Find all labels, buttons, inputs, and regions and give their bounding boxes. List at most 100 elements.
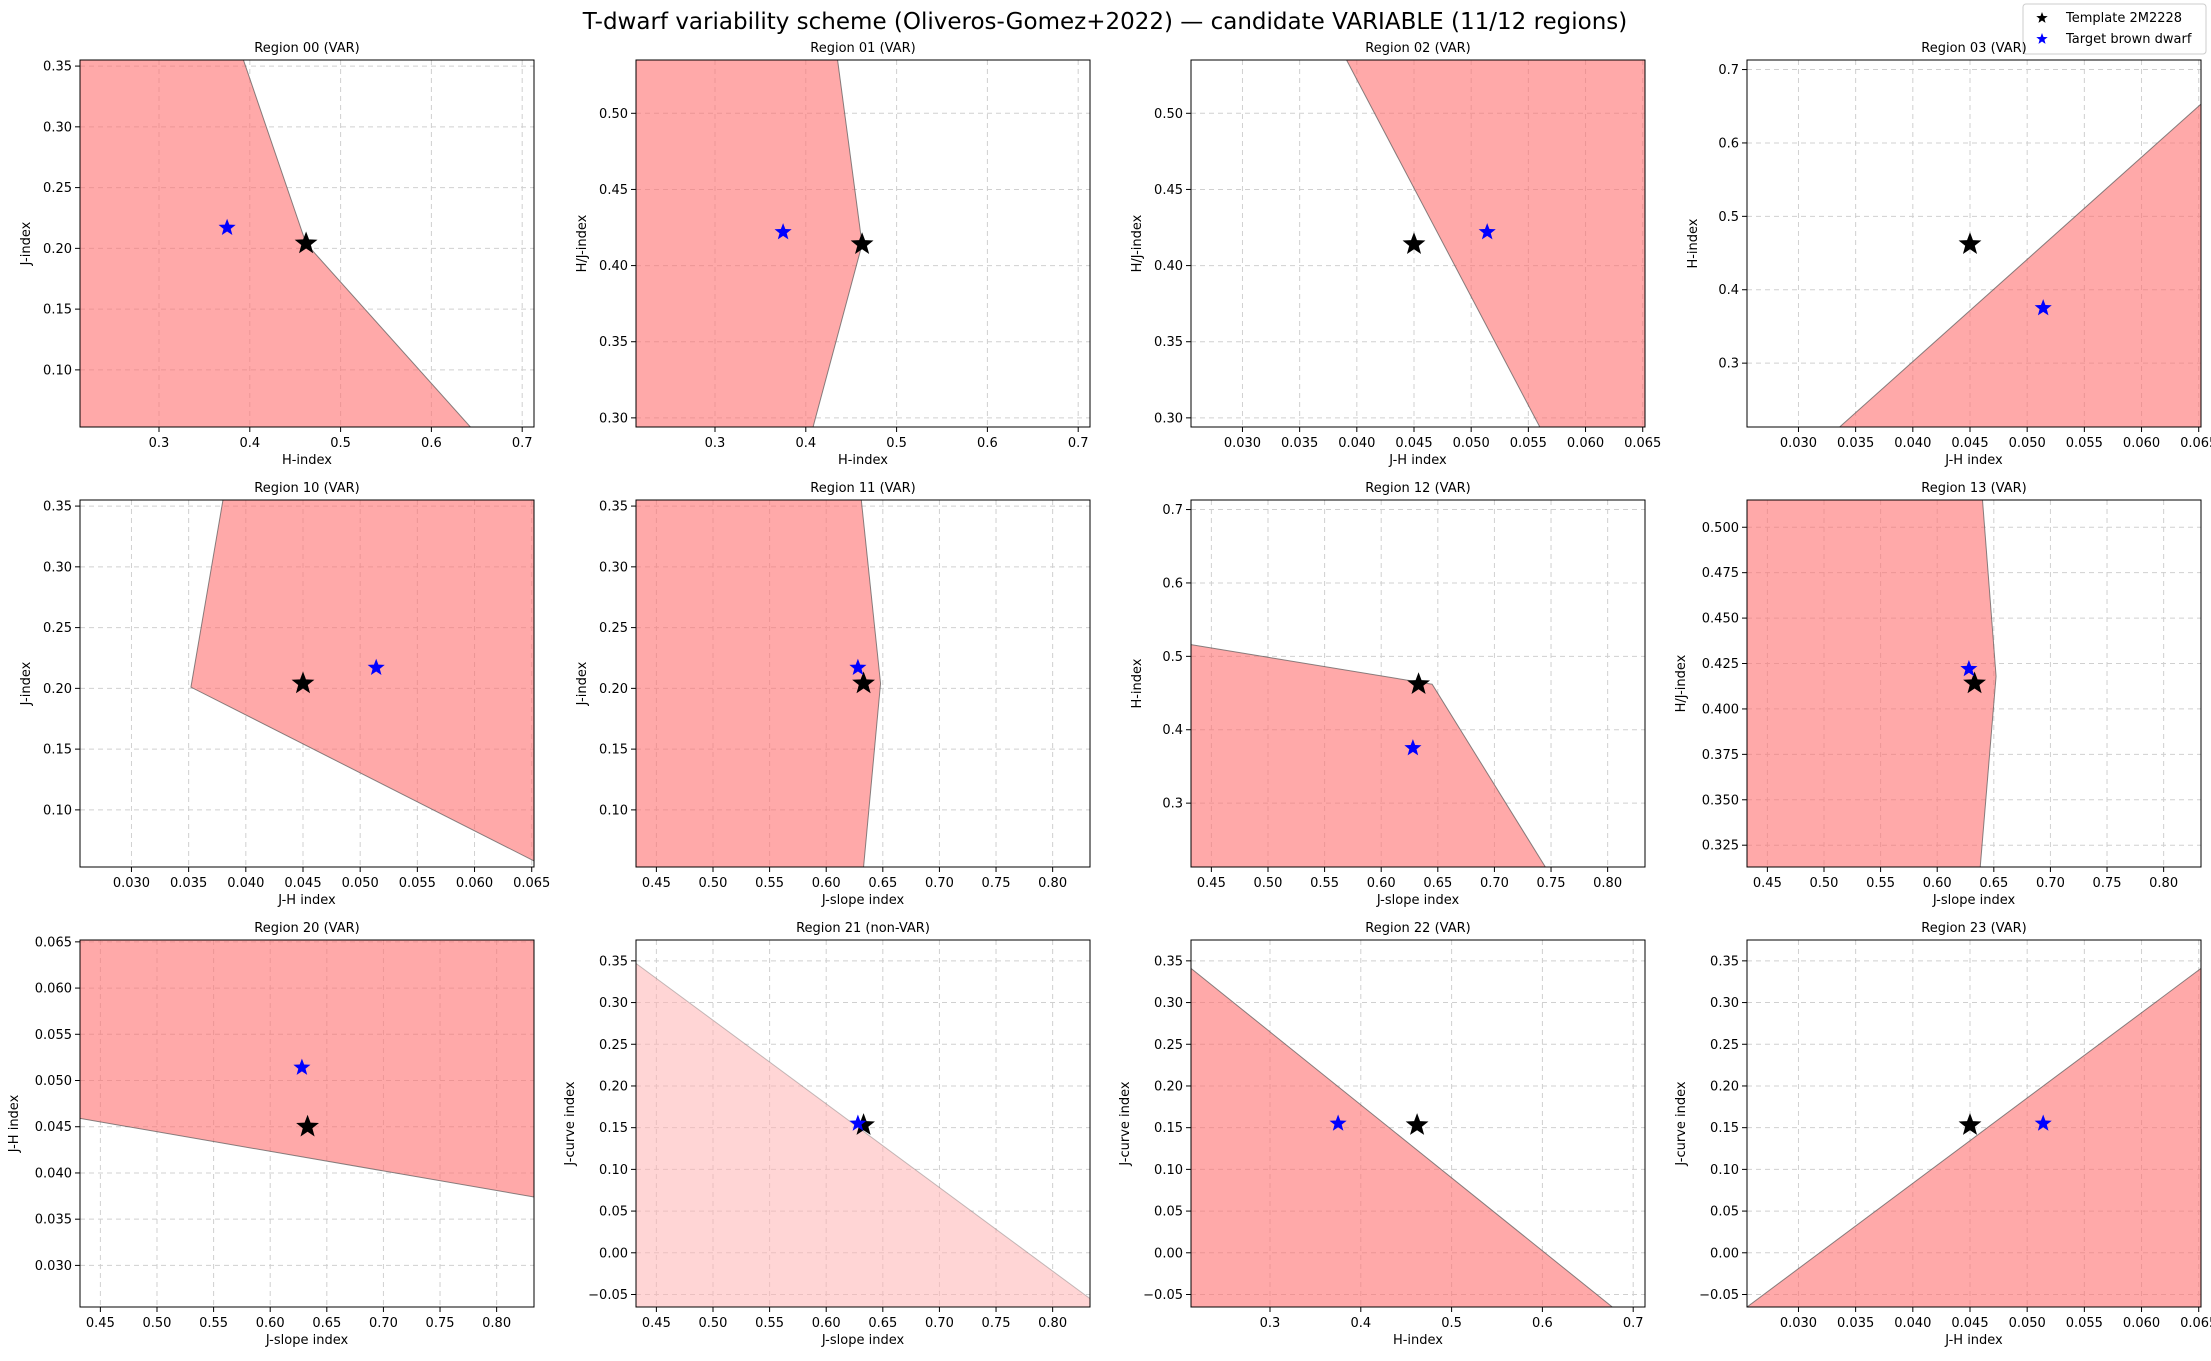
variable-region [1345, 60, 1645, 427]
variable-region [190, 500, 534, 862]
y-tick-label: 0.35 [1154, 954, 1183, 969]
x-tick-label: 0.50 [1254, 876, 1283, 891]
y-tick-label: 0.00 [1710, 1246, 1739, 1261]
x-tick-label: 0.60 [256, 1316, 285, 1331]
x-tick-label: 0.060 [456, 876, 493, 891]
x-tick-label: 0.040 [1894, 1316, 1931, 1331]
x-tick-label: 0.60 [1367, 876, 1396, 891]
x-tick-label: 0.050 [342, 876, 379, 891]
y-tick-label: −0.05 [1699, 1288, 1739, 1303]
template-marker [1407, 672, 1430, 694]
y-tick-label: −0.05 [588, 1288, 628, 1303]
x-tick-label: 0.060 [1567, 436, 1604, 451]
target-marker [2034, 1114, 2052, 1131]
y-tick-label: 0.30 [1710, 996, 1739, 1011]
x-tick-label: 0.7 [1068, 436, 1089, 451]
axes-frame [1746, 939, 2202, 1308]
target-marker [1329, 1114, 1347, 1131]
non-variable-region [636, 962, 1090, 1307]
x-tick-label: 0.75 [982, 1316, 1011, 1331]
y-axis-label: H/J-index [1130, 214, 1145, 272]
y-tick-label: 0.4 [1718, 283, 1739, 298]
x-tick-label: 0.050 [2009, 1316, 2046, 1331]
x-tick-label: 0.030 [113, 876, 150, 891]
x-tick-label: 0.3 [1260, 1316, 1281, 1331]
y-tick-label: 0.10 [43, 803, 72, 818]
x-tick-label: 0.65 [1979, 876, 2008, 891]
x-tick-label: 0.035 [1281, 436, 1318, 451]
x-tick-label: 0.045 [1395, 436, 1432, 451]
y-tick-label: 0.475 [1702, 566, 1739, 581]
x-tick-label: 0.45 [642, 1316, 671, 1331]
y-tick-label: 0.15 [599, 743, 628, 758]
y-axis-label: J-index [19, 221, 34, 266]
template-marker [1405, 1113, 1429, 1135]
y-tick-label: 0.05 [1710, 1205, 1739, 1220]
target-marker [367, 658, 385, 675]
x-tick-label: 0.70 [2036, 876, 2065, 891]
y-tick-label: 0.065 [35, 935, 72, 950]
x-tick-label: 0.055 [1510, 436, 1547, 451]
y-axis-label: J-curve index [1118, 1081, 1133, 1166]
legend-entry-template: Template 2M2228 [2036, 11, 2182, 26]
subplot-title: Region 10 (VAR) [254, 481, 359, 496]
y-tick-label: 0.00 [599, 1246, 628, 1261]
variable-region [1191, 967, 1614, 1307]
y-tick-label: 0.30 [599, 560, 628, 575]
legend-template-label: Template 2M2228 [2065, 11, 2182, 26]
legend-template-star-icon [2036, 12, 2048, 23]
x-axis-label: J-slope index [1932, 893, 2016, 908]
y-tick-label: 0.25 [599, 1038, 628, 1053]
variable-region [80, 60, 472, 427]
y-tick-label: 0.400 [1702, 702, 1739, 717]
x-tick-label: 0.65 [1423, 876, 1452, 891]
y-tick-label: 0.5 [1718, 210, 1739, 225]
y-tick-label: 0.425 [1702, 657, 1739, 672]
x-axis-label: H-index [838, 453, 888, 468]
subplot-title: Region 11 (VAR) [810, 481, 915, 496]
y-axis-label: H-index [1130, 658, 1145, 708]
template-marker [294, 231, 318, 254]
y-tick-label: 0.35 [1710, 954, 1739, 969]
x-tick-label: 0.040 [1894, 436, 1931, 451]
x-tick-label: 0.040 [1338, 436, 1375, 451]
legend-frame [2022, 3, 2207, 55]
y-tick-label: −0.05 [1143, 1288, 1183, 1303]
template-marker [850, 232, 874, 254]
subplot-7: 0.45 0.50 0.55 0.60 0.65 0.70 0.75 0.80 0.325 0.3… [1674, 481, 2202, 908]
figure-title: T-dwarf variability scheme (Oliveros-Gom… [582, 9, 1628, 35]
y-tick-label: 0.450 [1702, 612, 1739, 627]
x-tick-label: 0.035 [170, 876, 207, 891]
y-tick-label: 0.30 [43, 120, 72, 135]
y-tick-label: 0.10 [1710, 1163, 1739, 1178]
x-tick-label: 0.6 [977, 436, 998, 451]
x-axis-label: H-index [1393, 1333, 1443, 1348]
legend-target-star-icon [2036, 33, 2048, 44]
x-tick-label: 0.045 [284, 876, 321, 891]
y-tick-label: 0.45 [599, 183, 628, 198]
y-tick-label: 0.500 [1702, 521, 1739, 536]
template-marker [852, 671, 875, 694]
target-marker [849, 1114, 867, 1131]
y-axis-label: J-curve index [563, 1081, 578, 1166]
x-tick-label: 0.80 [1038, 1316, 1067, 1331]
subplot-title: Region 02 (VAR) [1365, 41, 1470, 56]
x-tick-label: 0.030 [1224, 436, 1261, 451]
target-marker [849, 658, 867, 675]
x-tick-label: 0.055 [2066, 436, 2103, 451]
subplot-grid: 0.3 0.4 0.5 0.6 0.7 0.10 0.15 0.20 0.25 0.30 0.35 R… [7, 41, 2211, 1348]
x-tick-label: 0.45 [86, 1316, 115, 1331]
template-marker [1963, 671, 1986, 694]
x-tick-label: 0.045 [1951, 436, 1988, 451]
subplot-5: 0.45 0.50 0.55 0.60 0.65 0.70 0.75 0.80 0.10 0.15… [575, 481, 1091, 908]
x-tick-label: 0.065 [1624, 436, 1661, 451]
y-tick-label: 0.040 [35, 1166, 72, 1181]
subplot-3: 0.030 0.035 0.040 0.045 0.050 0.055 0.060 0.065… [1686, 41, 2211, 468]
x-tick-label: 0.4 [1350, 1316, 1371, 1331]
target-marker [218, 218, 236, 235]
y-tick-label: 0.15 [1154, 1121, 1183, 1136]
y-tick-label: 0.05 [599, 1205, 628, 1220]
y-tick-label: 0.15 [43, 303, 72, 318]
y-tick-label: 0.30 [599, 411, 628, 426]
x-axis-label: J-H index [1944, 453, 2003, 468]
